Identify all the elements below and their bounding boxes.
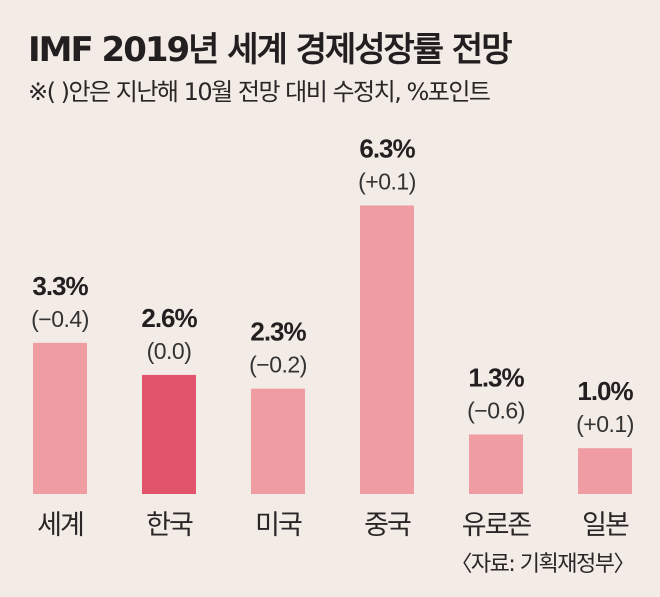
change-label: (−0.4): [31, 306, 89, 332]
value-label: 1.0%: [577, 376, 633, 406]
bar-5: [578, 448, 632, 494]
value-label: 2.6%: [141, 303, 197, 333]
change-label: (−0.2): [249, 352, 307, 378]
value-label: 2.3%: [250, 317, 306, 347]
category-label: 세계: [37, 510, 83, 541]
chart-title: IMF 2019년 세계 경제성장률 전망: [28, 30, 512, 70]
bar-1: [142, 374, 196, 494]
value-label: 3.3%: [32, 271, 88, 301]
change-label: (−0.6): [467, 397, 525, 423]
change-label: (+0.1): [576, 411, 634, 437]
category-label: 한국: [146, 510, 193, 541]
bar-3: [360, 205, 414, 494]
chart-subtitle: ※( )안은 지난해 10월 전망 대비 수정치, %포인트: [28, 78, 491, 106]
value-label: 6.3%: [359, 133, 415, 163]
value-label: 1.3%: [468, 362, 524, 392]
category-label: 중국: [364, 510, 411, 541]
category-label: 미국: [255, 510, 302, 541]
bar-2: [251, 388, 305, 494]
source-note: 〈자료: 기획재정부〉: [450, 552, 635, 577]
category-label: 일본: [582, 510, 629, 541]
category-label: 유로존: [462, 510, 532, 541]
change-label: (0.0): [147, 338, 192, 364]
bar-4: [469, 434, 523, 494]
change-label: (+0.1): [358, 168, 416, 194]
bar-0: [33, 342, 87, 494]
